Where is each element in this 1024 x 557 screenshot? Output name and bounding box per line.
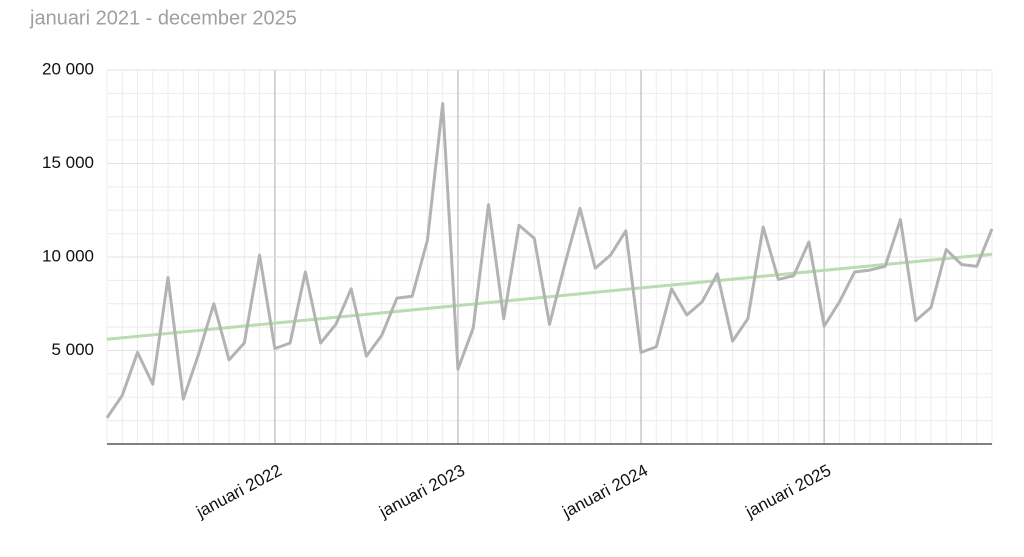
y-tick-label: 10 000 (42, 246, 94, 265)
data-line (105, 102, 994, 419)
y-tick-label: 5 000 (51, 340, 94, 359)
y-tick-label: 15 000 (42, 153, 94, 172)
trend-line (106, 252, 993, 341)
chart-subtitle: januari 2021 - december 2025 (29, 7, 297, 29)
x-tick-label: januari 2024 (559, 461, 651, 522)
x-tick-label: januari 2023 (376, 461, 468, 522)
x-tick-label: januari 2022 (192, 461, 284, 522)
y-tick-label: 20 000 (42, 59, 94, 78)
x-tick-label: januari 2025 (742, 461, 834, 522)
